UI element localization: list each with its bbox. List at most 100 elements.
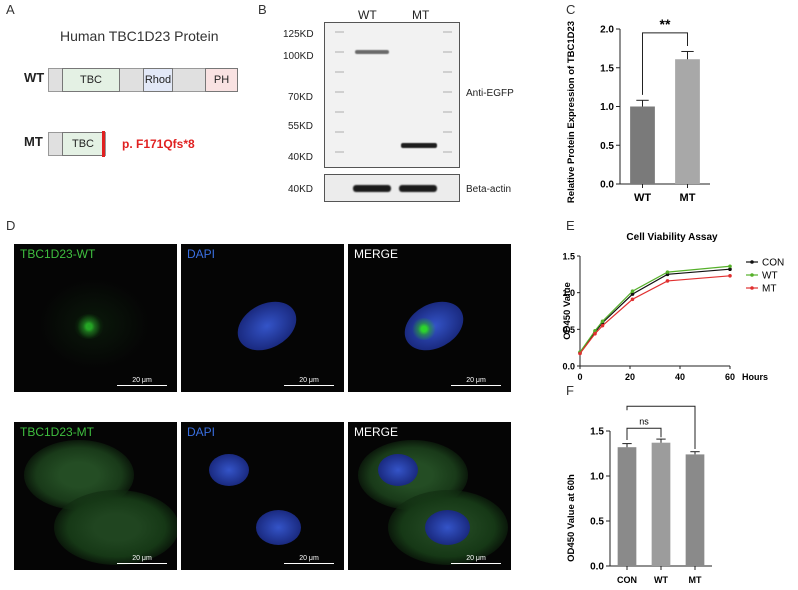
scalebar: 20 μm <box>117 555 167 564</box>
bar-wt <box>651 442 671 566</box>
nucleus-merge-1 <box>378 454 418 486</box>
panel-label-f: F <box>566 383 574 398</box>
series-line-wt <box>579 265 731 353</box>
chart-f-ylabel: OD450 Value at 60h <box>566 474 577 562</box>
scalebar: 20 μm <box>451 377 501 386</box>
y-tick-label: 1.0 <box>562 288 575 298</box>
x-axis-label: Hours <box>742 372 768 382</box>
y-tick-label: 1.0 <box>590 472 604 483</box>
panel-label-e: E <box>566 218 575 233</box>
point-wt <box>630 289 635 293</box>
wt-tbc-domain: TBC <box>62 68 120 92</box>
series-line-con <box>579 268 731 354</box>
blot-actin <box>324 174 460 202</box>
significance-bracket <box>642 32 688 95</box>
chart-c-ylabel: Relative Protein Expression of TBC1D23 <box>566 21 577 203</box>
wt-ph-domain: PH <box>205 68 238 92</box>
micro-label-wt-dapi: DAPI <box>187 247 216 261</box>
y-tick-label: 0.0 <box>600 180 614 191</box>
y-tick-label: 1.5 <box>590 427 604 438</box>
x-tick-label-wt: WT <box>634 192 651 204</box>
point-wt <box>600 319 605 324</box>
micro-label-wt-merge: MERGE <box>354 247 399 261</box>
micro-wt-merge: MERGE 20 μm <box>348 244 511 392</box>
micro-mt-green: TBC1D23-MT 20 μm <box>14 422 177 570</box>
x-tick-label-mt: MT <box>689 575 702 585</box>
point-mt <box>578 351 582 356</box>
y-tick-label: 0.5 <box>590 517 604 528</box>
chart-f-od450-60h: OD450 Value at 60h 0.0 0.5 1.0 1.5 CON WT MT n… <box>566 398 712 585</box>
point-con <box>630 292 635 296</box>
micro-label-mt-dapi: DAPI <box>187 425 216 439</box>
green-cell-body <box>39 279 149 369</box>
mt-tbc-domain: TBC <box>62 132 104 156</box>
scalebar: 20 μm <box>284 555 334 564</box>
protein-schematic-title: Human TBC1D23 Protein <box>60 28 219 44</box>
x-tick-label-con: CON <box>617 575 637 585</box>
chart-e-ylabel: OD450 Value <box>562 282 573 340</box>
bar-mt <box>685 454 705 566</box>
x-tick-label: 40 <box>675 372 685 382</box>
nucleus-mt-1 <box>209 454 249 486</box>
green-puncta-merge <box>411 318 437 340</box>
bar-mt <box>675 59 700 184</box>
y-tick-label: 1.0 <box>600 102 614 113</box>
green-puncta <box>74 314 104 339</box>
y-tick-label: 1.5 <box>600 63 614 74</box>
significance-bracket-star <box>626 405 696 449</box>
lane-label-mt: MT <box>412 8 430 22</box>
point-mt <box>665 279 670 283</box>
ladder-left <box>335 31 344 161</box>
marker-40kd: 40KD <box>288 152 314 163</box>
point-mt <box>630 297 635 302</box>
mt-row-label: MT <box>24 134 43 149</box>
point-mt <box>600 323 605 328</box>
marker-70kd: 70KD <box>288 92 314 103</box>
antibody-label-egfp: Anti-EGFP <box>466 88 514 99</box>
x-tick-label: 20 <box>625 372 635 382</box>
series-line-mt <box>579 275 731 354</box>
legend-marker-wt <box>750 273 754 277</box>
micro-label-wt-green: TBC1D23-WT <box>20 247 96 261</box>
band-wt-egfp <box>355 50 389 54</box>
micro-wt-green: TBC1D23-WT 20 μm <box>14 244 177 392</box>
panel-label-c: C <box>566 2 576 17</box>
chart-e-title: Cell Viability Assay <box>626 232 718 243</box>
micro-label-mt-green: TBC1D23-MT <box>20 425 95 439</box>
x-tick-label-wt: WT <box>654 575 668 585</box>
band-mt-actin <box>399 185 437 192</box>
nucleus-mt-2 <box>256 510 301 545</box>
point-con <box>728 267 732 271</box>
y-tick-label: 0.5 <box>600 141 614 152</box>
point-wt <box>593 329 597 333</box>
micro-wt-dapi: DAPI 20 μm <box>181 244 344 392</box>
y-tick-label: 2.0 <box>600 25 614 36</box>
y-tick-label: 0.5 <box>562 325 575 335</box>
y-tick-label: 1.5 <box>562 252 575 262</box>
legend-label-con: CON <box>762 258 784 269</box>
antibody-label-actin: Beta-actin <box>466 184 512 195</box>
y-tick-label: 0.0 <box>562 362 575 372</box>
nucleus-wt <box>229 292 305 360</box>
legend-label-mt: MT <box>762 284 776 295</box>
x-tick-label: 0 <box>577 372 582 382</box>
blot-egfp <box>324 22 460 168</box>
marker-55kd: 55KD <box>288 121 314 132</box>
legend-marker-mt <box>750 286 754 290</box>
band-wt-actin <box>353 185 391 192</box>
point-mt <box>593 331 597 336</box>
significance-bracket-ns <box>626 427 662 440</box>
micro-mt-merge: MERGE 20 μm <box>348 422 511 570</box>
bar-con <box>617 447 637 566</box>
point-wt <box>728 264 732 269</box>
marker-125kd: 125KD <box>283 29 314 40</box>
nucleus-merge-2 <box>425 510 470 545</box>
micro-label-mt-merge: MERGE <box>354 425 399 439</box>
chart-c-relative-expression: Relative Protein Expression of TBC1D23 0… <box>566 16 710 204</box>
scalebar: 20 μm <box>117 377 167 386</box>
marker-100kd: 100KD <box>283 51 314 62</box>
scalebar: 20 μm <box>451 555 501 564</box>
wt-rhod-domain: Rhod <box>143 68 173 92</box>
ladder-right <box>443 31 452 161</box>
x-tick-label: 60 <box>725 372 735 382</box>
